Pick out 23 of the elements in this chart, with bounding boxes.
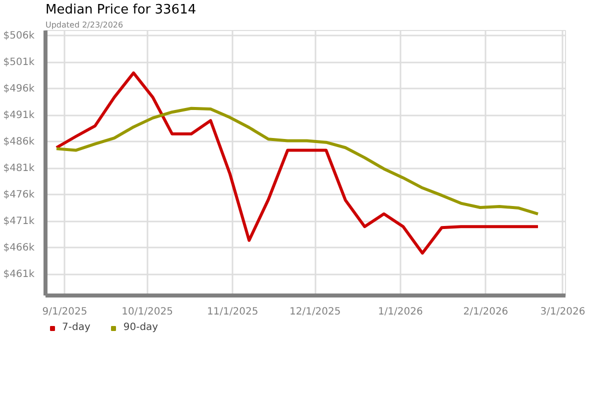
- y-tick-label: $481k: [3, 162, 35, 174]
- legend-label: 90-day: [123, 322, 158, 333]
- y-tick-label: $476k: [3, 189, 35, 200]
- x-tick-label: 12/1/2025: [289, 306, 341, 318]
- line-series: [55, 71, 540, 255]
- y-tick-label: $506k: [3, 30, 35, 42]
- y-tick-label: $491k: [3, 110, 35, 121]
- x-tick-label: 10/1/2025: [122, 306, 173, 318]
- x-tick-label: 3/1/2026: [540, 306, 586, 318]
- y-tick-label: $501k: [3, 56, 35, 68]
- x-tick-label: 9/1/2025: [42, 306, 88, 318]
- legend-label: 7-day: [62, 322, 90, 333]
- x-tick-label: 2/1/2026: [463, 306, 508, 318]
- x-tick-label: 1/1/2026: [378, 306, 423, 318]
- y-tick-label: $466k: [3, 242, 35, 254]
- chart-subtitle: Updated 2/23/2026: [46, 20, 124, 30]
- chart-title: Median Price for 33614: [46, 2, 196, 18]
- y-tick-label: $496k: [3, 83, 35, 94]
- y-tick-label: $471k: [3, 216, 35, 227]
- x-tick-label: 11/1/2025: [206, 306, 258, 318]
- line-series: [55, 106, 540, 216]
- y-tick-label: $461k: [3, 268, 35, 280]
- y-tick-label: $486k: [3, 136, 35, 148]
